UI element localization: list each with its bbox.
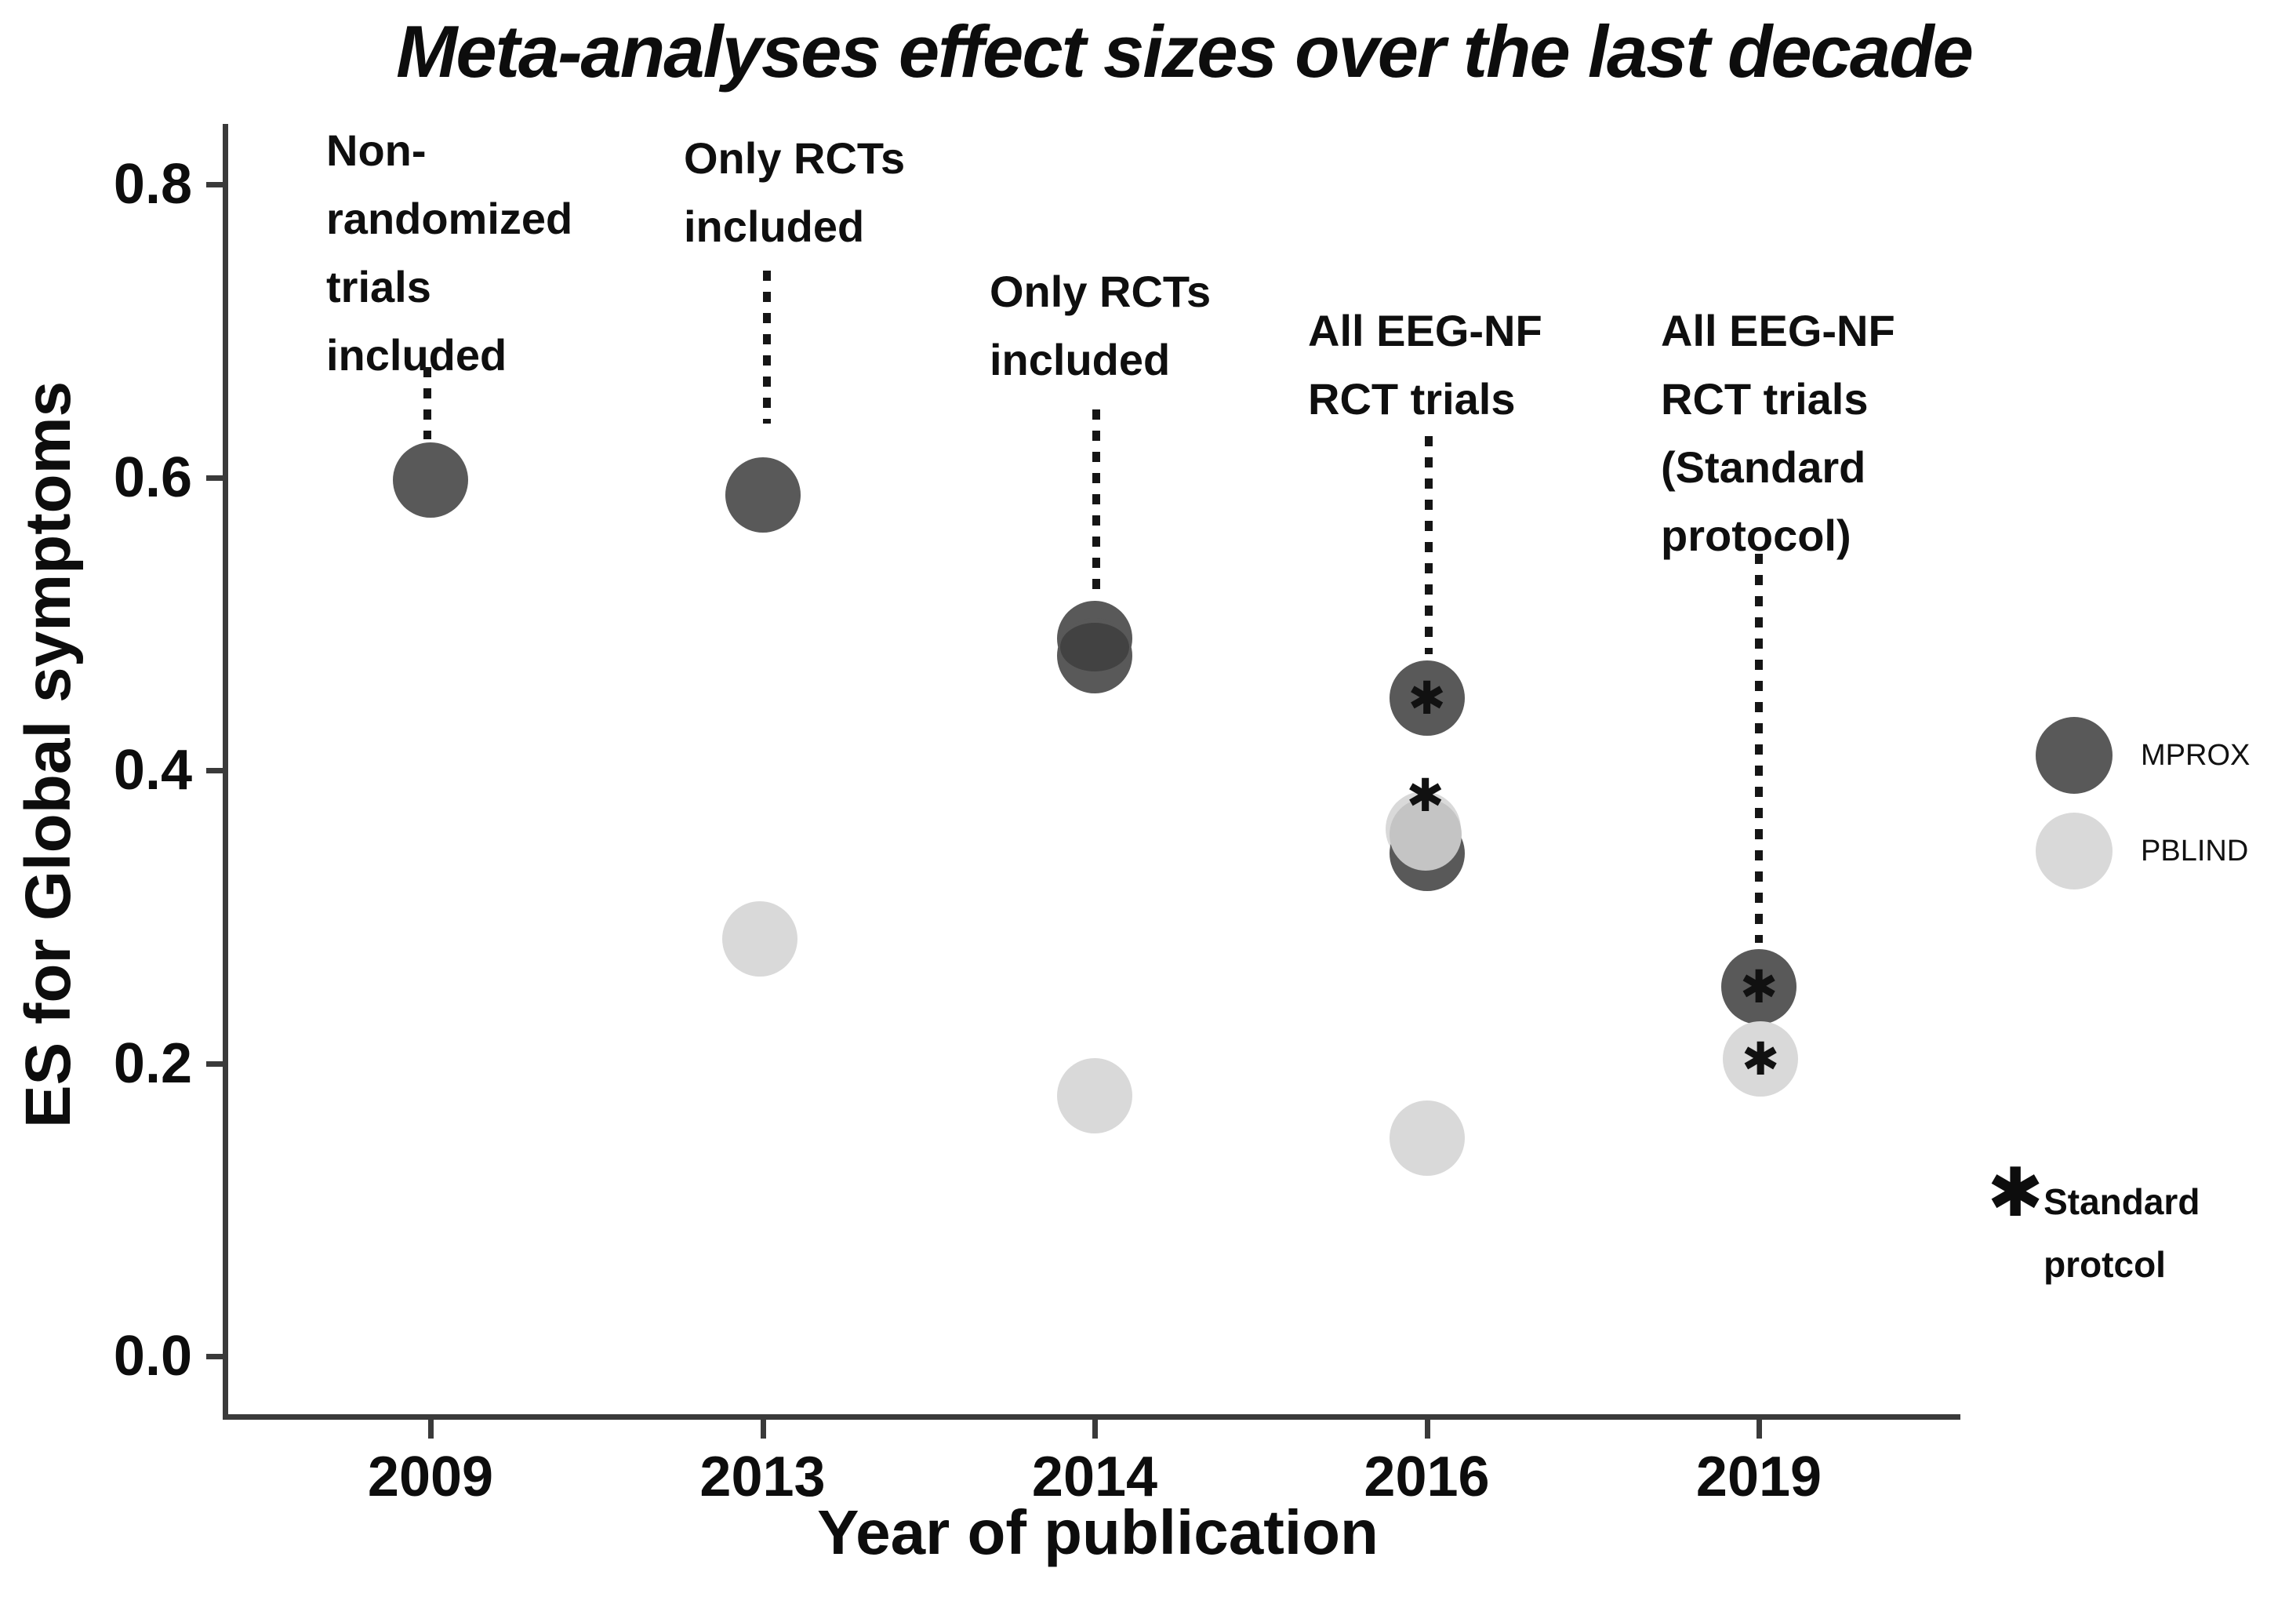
chart-title: Meta-analyses effect sizes over the last… — [396, 10, 1974, 93]
annotation-dotted-line — [1092, 409, 1100, 595]
x-axis-tick — [428, 1420, 434, 1439]
point-pblind — [1057, 1057, 1132, 1133]
x-axis-tick-label: 2019 — [1695, 1446, 1822, 1508]
annotation: Non-randomized trials included — [326, 116, 572, 389]
point-mprox — [725, 457, 801, 533]
x-axis-tick — [1757, 1420, 1762, 1439]
y-axis-tick-label: 0.0 — [113, 1325, 192, 1388]
x-axis-tick — [760, 1420, 766, 1439]
annotation-line: included — [326, 330, 507, 380]
y-axis-line — [222, 124, 228, 1420]
y-axis-tick — [206, 1060, 225, 1067]
annotation-dotted-line — [763, 271, 771, 424]
note-text: Standard protcol — [2044, 1170, 2200, 1296]
annotation: All EEG-NF RCT trials (Standard protocol) — [1661, 296, 1895, 569]
point-pblind — [721, 900, 797, 977]
annotation-line: included — [990, 335, 1171, 384]
annotation-line: protocol) — [1661, 511, 1851, 560]
standard-protocol-note: ✱ Standard protcol — [1987, 1159, 2200, 1296]
x-axis-line — [222, 1414, 1960, 1420]
annotation-dotted-line — [1425, 436, 1433, 654]
y-axis-tick — [206, 475, 225, 481]
x-axis-tick — [1424, 1420, 1430, 1439]
y-axis-tick-label: 0.8 — [113, 153, 192, 216]
annotation-line: Only RCTs — [990, 267, 1212, 316]
x-axis-tick-label: 2013 — [699, 1446, 826, 1508]
annotation: All EEG-NF RCT trials — [1308, 296, 1542, 433]
annotation-line: trials — [326, 262, 431, 311]
point-overlap-patch — [1389, 798, 1462, 871]
standard-protocol-asterisk-icon: ✱ — [1741, 1031, 1780, 1086]
annotation: Only RCTs included — [990, 257, 1211, 394]
legend-label-mprox: MPROX — [2141, 739, 2251, 772]
annotation-line: Non- — [326, 126, 427, 175]
y-axis-tick-label: 0.2 — [113, 1031, 192, 1095]
point-pblind — [1389, 1100, 1465, 1176]
y-axis-tick — [206, 1354, 225, 1359]
annotation-line: All EEG-NF — [1308, 306, 1542, 355]
x-axis-title: Year of publication — [817, 1497, 1379, 1567]
annotation-dotted-line — [1755, 554, 1763, 943]
annotation-line: All EEG-NF — [1661, 306, 1895, 355]
x-axis-tick-label: 2009 — [367, 1446, 494, 1508]
annotation-line: (Standard — [1661, 442, 1866, 492]
note-line-2: protcol — [2044, 1244, 2166, 1285]
annotation-dotted-line — [423, 367, 431, 439]
standard-protocol-asterisk-icon: ✱ — [1406, 768, 1444, 822]
x-axis-tick-label: 2014 — [1031, 1446, 1158, 1508]
standard-protocol-asterisk-icon: ✱ — [1408, 671, 1446, 726]
annotation: Only RCTs included — [684, 124, 905, 260]
legend-label-pblind: PBLIND — [2141, 835, 2249, 868]
legend-swatch-pblind — [2036, 813, 2113, 889]
point-mprox — [393, 442, 468, 518]
annotation-line: RCT trials — [1308, 374, 1516, 424]
annotation-line: RCT trials — [1661, 374, 1869, 424]
note-line-1: Standard — [2044, 1181, 2200, 1222]
point-pblind: ✱ — [1723, 1020, 1798, 1097]
annotation-line: randomized — [326, 194, 573, 243]
annotation-line: Only RCTs — [684, 133, 906, 183]
y-axis-tick-label: 0.6 — [113, 446, 192, 509]
annotation-line: included — [684, 202, 865, 251]
y-axis-tick-label: 0.4 — [113, 739, 192, 802]
note-asterisk-icon: ✱ — [1987, 1154, 2044, 1232]
x-axis-tick — [1092, 1420, 1098, 1439]
y-axis-tick — [206, 182, 225, 187]
x-axis-tick-label: 2016 — [1364, 1446, 1490, 1508]
standard-protocol-asterisk-icon: ✱ — [1739, 960, 1778, 1014]
point-mprox: ✱ — [1389, 660, 1465, 737]
point-mprox: ✱ — [1721, 949, 1796, 1025]
point-overlap-patch — [1060, 623, 1129, 672]
y-axis-tick — [206, 768, 225, 773]
legend-swatch-mprox — [2036, 717, 2113, 794]
